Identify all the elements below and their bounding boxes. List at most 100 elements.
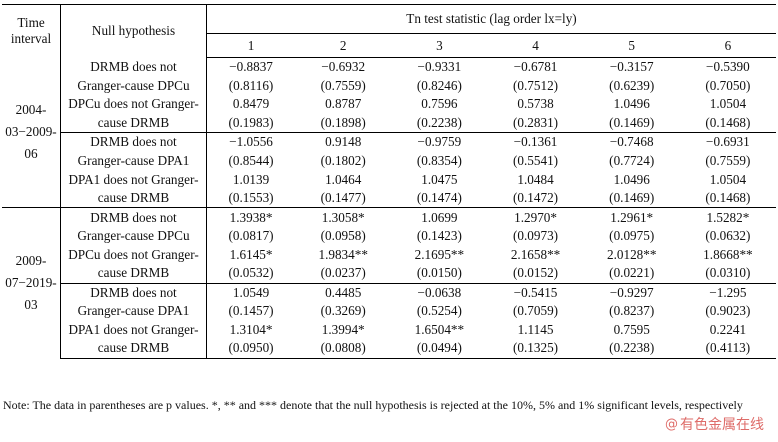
value-cell: −0.9331 (417, 59, 462, 75)
value-cell: −1.295 (679, 282, 776, 303)
at-sign-icon: @ (665, 416, 678, 432)
hypothesis-cell: DRMB does not (60, 207, 207, 227)
table-row: Granger-cause DPCu (0.8116) (0.7559) (0.824… (2, 76, 776, 96)
hypothesis-cell: DRMB does not (60, 282, 207, 303)
value-cell: 1.0496 (613, 96, 650, 112)
table-row: Granger-cause DPA1 (0.8544) (0.1802) (0.835… (2, 151, 776, 171)
value-cell: 1.3938* (206, 207, 296, 227)
value-cell: −0.5415 (487, 282, 584, 303)
watermark-text: 有色金属在线 (680, 417, 764, 433)
table-row: cause DRMB (0.1553) (0.1477) (0.1474) (0.147… (2, 188, 776, 208)
value-cell: 0.8787 (325, 96, 362, 112)
value-cell: (0.0152) (513, 265, 559, 281)
table-row: cause DRMB (0.1983) (0.1898) (0.2238) (0.283… (2, 113, 776, 133)
value-cell: (0.0632) (705, 228, 751, 244)
value-cell: −0.6932 (321, 59, 366, 75)
value-cell: (0.1802) (320, 153, 366, 168)
table-row: DPA1 does not Granger- 1.3104* 1.3994* 1.65… (2, 320, 776, 340)
value-cell: −0.9297 (583, 282, 680, 303)
value-cell: (0.7059) (513, 303, 559, 319)
value-cell: −0.3157 (609, 59, 654, 75)
value-cell: 1.9834** (318, 246, 368, 262)
value-cell: (0.0221) (609, 265, 655, 281)
value-cell: (0.0975) (609, 228, 655, 244)
value-cell: 2.1695** (414, 246, 465, 262)
value-cell: (0.1423) (416, 228, 462, 244)
value-cell: (0.0958) (320, 228, 366, 244)
lag-header-6: 6 (679, 33, 776, 58)
value-cell: 2.1658** (510, 246, 561, 262)
value-cell: (0.8237) (609, 303, 655, 319)
table-row: DRMB does not −1.0556 0.9148 −0.9759 −0.1361… (2, 132, 776, 152)
value-cell: 1.5282* (679, 207, 776, 227)
value-cell: (0.1477) (320, 190, 366, 206)
value-cell: 2.0128** (606, 246, 657, 262)
value-cell: −1.0556 (206, 132, 296, 152)
value-cell: 1.0504 (709, 171, 747, 187)
value-cell: (0.1474) (416, 190, 462, 206)
value-cell: (0.0494) (391, 339, 488, 359)
value-cell: −0.5390 (706, 59, 750, 75)
value-cell: (0.0817) (228, 228, 274, 244)
value-cell: (0.7724) (609, 153, 655, 168)
value-cell: (0.2831) (513, 114, 559, 130)
value-cell: (0.3269) (320, 303, 366, 319)
value-cell: (0.6239) (609, 77, 655, 93)
lag-header-3: 3 (391, 33, 488, 58)
lag-header-1: 1 (206, 33, 296, 58)
value-cell: (0.9023) (705, 303, 751, 319)
value-cell: (0.1553) (228, 190, 274, 206)
value-cell: (0.1469) (609, 114, 655, 130)
value-cell: 0.7596 (421, 96, 458, 112)
hypothesis-header-text: Null hypothesis (91, 23, 176, 39)
value-cell: −0.6931 (679, 132, 776, 152)
value-cell: 1.0475 (421, 171, 458, 187)
value-cell: (0.7559) (320, 77, 366, 93)
value-cell: −0.8837 (229, 59, 273, 75)
value-cell: 1.3104* (229, 321, 273, 337)
statistic-header: Tn test statistic (lag order lx=ly) (206, 4, 776, 34)
value-cell: 1.0484 (517, 171, 554, 187)
value-cell: 1.3058* (295, 207, 392, 227)
value-cell: 1.6145* (229, 246, 273, 262)
watermark: @ 有色金属在线 (665, 414, 764, 434)
value-cell: (0.0532) (228, 265, 274, 281)
value-cell: 0.8479 (232, 96, 270, 112)
table-row: Granger-cause DPCu (0.0817) (0.0958) (0.142… (2, 226, 776, 246)
hypothesis-cell: DRMB does not (60, 57, 207, 77)
value-cell: (0.1898) (320, 114, 366, 130)
value-cell: 1.2961* (583, 207, 680, 227)
hypothesis-cell: DPA1 does not Granger- (60, 170, 207, 189)
hypothesis-header: Null hypothesis (60, 4, 207, 58)
value-cell: 0.5738 (517, 96, 554, 112)
value-cell: −0.7468 (583, 132, 680, 152)
value-cell: −0.1361 (487, 132, 584, 152)
value-cell: −0.6781 (513, 59, 558, 75)
value-cell: (0.1468) (705, 114, 751, 130)
value-cell: (0.0310) (705, 265, 751, 281)
value-cell: (0.0950) (206, 339, 296, 359)
value-cell: (0.1457) (228, 303, 274, 319)
granger-table: Time interval Null hypothesis Tn test st… (2, 4, 776, 359)
lag-header-4: 4 (487, 33, 584, 58)
value-cell: 1.0699 (391, 207, 488, 227)
value-cell: 0.4485 (295, 282, 392, 303)
value-cell: (0.0237) (320, 265, 366, 281)
table-row: DRMB does not 1.0549 0.4485 −0.0638 −0.5415−… (2, 282, 776, 303)
value-cell: (0.1325) (487, 339, 584, 359)
value-cell: (0.0973) (513, 228, 559, 244)
value-cell: 1.0496 (613, 171, 650, 187)
table-row: 2009-07−2019-03 DRMB does not 1.3938* 1.305… (2, 207, 776, 359)
value-cell: 1.0504 (709, 96, 747, 112)
table-row: DPCu does not Granger- 1.6145* 1.9834** 2.1… (2, 245, 776, 265)
value-cell: 1.0139 (232, 171, 270, 187)
table-note: Note: The data in parentheses are p valu… (3, 398, 743, 412)
lag-header-2: 2 (295, 33, 392, 58)
hypothesis-cell: Granger-cause DPA1 (60, 302, 207, 321)
value-cell: 0.7595 (613, 321, 650, 337)
value-cell: −0.9759 (391, 132, 488, 152)
lag-header-5: 5 (583, 33, 680, 58)
hypothesis-cell: DPA1 does not Granger- (60, 320, 207, 340)
hypothesis-cell: DRMB does not (60, 132, 207, 152)
value-cell: 1.6504** (414, 321, 465, 337)
